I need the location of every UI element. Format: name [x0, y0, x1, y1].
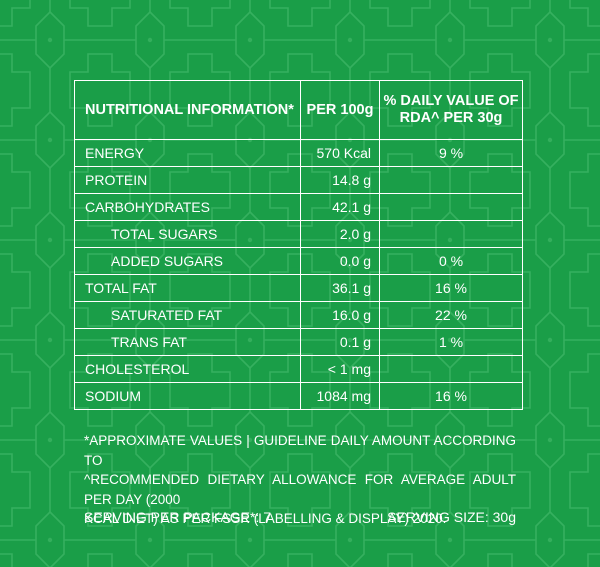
table-row-sodium: SODIUM 1084 mg 16 % — [74, 382, 523, 410]
nutrient-name: TRANS FAT — [74, 328, 301, 356]
header-daily-value-line1: % DAILY VALUE OF — [383, 93, 519, 109]
nutrient-value: 0.1 g — [300, 328, 380, 356]
footnote-line-3: KCAL DIET) AS PER FSSR (LABELLING & DISP… — [84, 511, 447, 526]
header-nutritional-information: NUTRITIONAL INFORMATION* — [74, 80, 301, 140]
nutrient-name: SODIUM — [74, 382, 301, 410]
nutrient-daily-value — [379, 355, 523, 383]
footnote-line-2: ^RECOMMENDED DIETARY ALLOWANCE FOR AVERA… — [84, 472, 516, 507]
nutrient-daily-value: 0 % — [379, 247, 523, 275]
serving-per-package: SERVING PER PACKAGE*: 7 — [84, 509, 271, 525]
table-header-row: NUTRITIONAL INFORMATION* PER 100g % DAIL… — [74, 80, 523, 140]
footnote-line-1: *APPROXIMATE VALUES | GUIDELINE DAILY AM… — [84, 433, 516, 468]
table-row-saturated-fat: SATURATED FAT 16.0 g 22 % — [74, 301, 523, 329]
nutrient-daily-value: 16 % — [379, 274, 523, 302]
table-row-trans-fat: TRANS FAT 0.1 g 1 % — [74, 328, 523, 356]
table-row-total-sugars: TOTAL SUGARS 2.0 g — [74, 220, 523, 248]
header-daily-value: % DAILY VALUE OF RDA^ PER 30g — [379, 80, 523, 140]
nutrient-name: CHOLESTEROL — [74, 355, 301, 383]
nutrition-panel: NUTRITIONAL INFORMATION* PER 100g % DAIL… — [74, 80, 523, 410]
nutrition-table: NUTRITIONAL INFORMATION* PER 100g % DAIL… — [74, 80, 523, 410]
table-row-added-sugars: ADDED SUGARS 0.0 g 0 % — [74, 247, 523, 275]
table-row-protein: PROTEIN 14.8 g — [74, 166, 523, 194]
nutrient-value: 2.0 g — [300, 220, 380, 248]
header-per-100g: PER 100g — [300, 80, 380, 140]
table-row-cholesterol: CHOLESTEROL < 1 mg — [74, 355, 523, 383]
nutrient-value: 16.0 g — [300, 301, 380, 329]
table-row-energy: ENERGY 570 Kcal 9 % — [74, 139, 523, 167]
serving-size: SERVING SIZE: 30g — [387, 509, 516, 525]
nutrient-value: 42.1 g — [300, 193, 380, 221]
nutrient-daily-value — [379, 166, 523, 194]
nutrient-daily-value: 22 % — [379, 301, 523, 329]
nutrient-value: 1084 mg — [300, 382, 380, 410]
table-row-total-fat: TOTAL FAT 36.1 g 16 % — [74, 274, 523, 302]
nutrient-daily-value: 9 % — [379, 139, 523, 167]
nutrient-name: PROTEIN — [74, 166, 301, 194]
nutrient-value: 36.1 g — [300, 274, 380, 302]
nutrient-daily-value — [379, 193, 523, 221]
nutrient-name: SATURATED FAT — [74, 301, 301, 329]
nutrient-value: 570 Kcal — [300, 139, 380, 167]
nutrient-value: 0.0 g — [300, 247, 380, 275]
table-row-carbohydrates: CARBOHYDRATES 42.1 g — [74, 193, 523, 221]
footnote: *APPROXIMATE VALUES | GUIDELINE DAILY AM… — [84, 431, 516, 529]
nutrient-name: TOTAL FAT — [74, 274, 301, 302]
nutrient-name: TOTAL SUGARS — [74, 220, 301, 248]
nutrient-daily-value — [379, 220, 523, 248]
nutrient-daily-value: 16 % — [379, 382, 523, 410]
nutrient-value: 14.8 g — [300, 166, 380, 194]
nutrient-daily-value: 1 % — [379, 328, 523, 356]
nutrient-name: ENERGY — [74, 139, 301, 167]
header-daily-value-line2: RDA^ PER 30g — [399, 110, 503, 126]
nutrient-name: CARBOHYDRATES — [74, 193, 301, 221]
nutrient-value: < 1 mg — [300, 355, 380, 383]
nutrient-name: ADDED SUGARS — [74, 247, 301, 275]
